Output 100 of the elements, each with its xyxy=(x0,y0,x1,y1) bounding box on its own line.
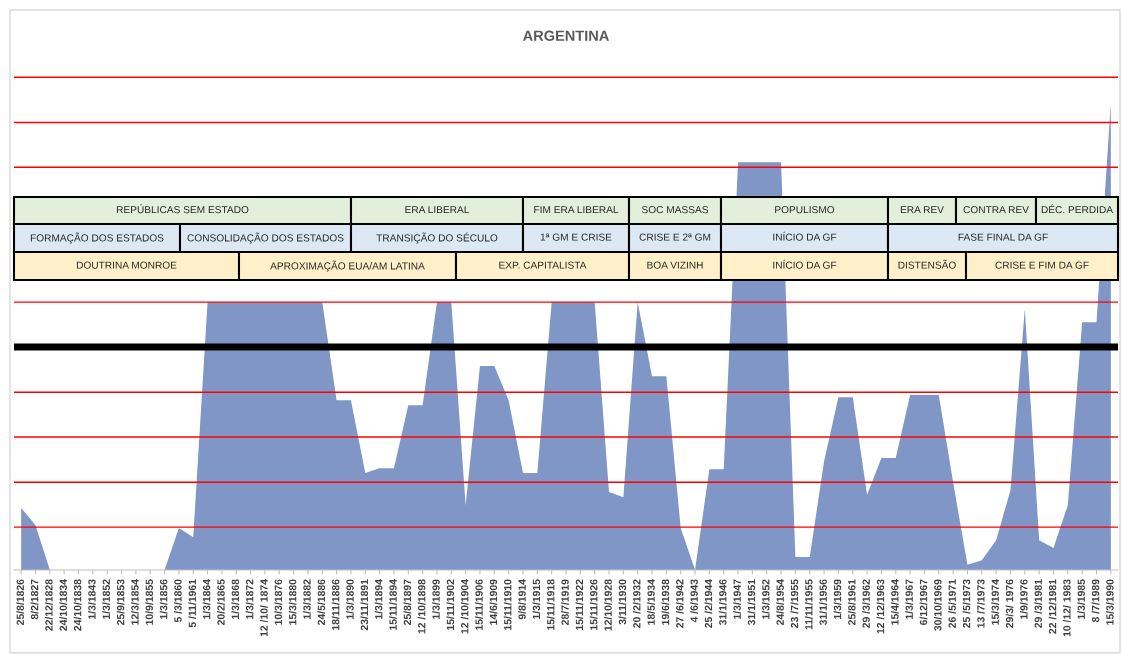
x-tick-label: 4 /6/1943 xyxy=(690,579,698,623)
x-tick-label: 15/3/1974 xyxy=(991,579,1000,625)
annotation: CRISE E FIM DA GF xyxy=(995,261,1089,269)
x-tick-label: 1/3/1872 xyxy=(245,579,254,619)
x-tick-label: 20/2/1865 xyxy=(217,579,225,625)
x-tick-label: 29/3/ 1976 xyxy=(1005,579,1014,628)
x-tick-label: 1/3/1890 xyxy=(346,579,354,619)
x-tick-label: 5 /3/1860 xyxy=(174,579,182,623)
x-tick-label: 23/11/1891 xyxy=(360,579,369,631)
x-tick-label: 23 /7/1955 xyxy=(790,579,799,628)
x-tick-label: 1/3/1899 xyxy=(432,579,440,619)
x-tick-label: 15/3/1880 xyxy=(288,579,297,625)
x-tick-label: 12 /10/1904 xyxy=(460,579,469,634)
x-tick-label: 9/8/1914 xyxy=(518,579,526,620)
x-tick-label: 24/8/1954 xyxy=(776,579,784,625)
x-tick-label: 1/3/1894 xyxy=(374,579,383,619)
x-tick-label: 18/11/1886 xyxy=(331,579,340,630)
x-tick-label: 1/3/1947 xyxy=(733,579,741,619)
x-tick-label: 11/11/1955 xyxy=(804,579,813,630)
annotation: POPULISMO xyxy=(775,206,835,214)
x-tick-label: 19/6/1938 xyxy=(661,579,670,625)
x-tick-label: 27 /6/1942 xyxy=(675,579,684,628)
x-tick-label: 28/7/1919 xyxy=(561,579,569,625)
annotation: CRISE E 2ª GM xyxy=(639,233,711,241)
annotation: ERA LIBERAL xyxy=(405,206,470,214)
x-tick-label: 1/3/1959 xyxy=(833,579,842,619)
x-tick-label: 24/5/1886 xyxy=(317,579,326,625)
x-tick-label: 15/11/1918 xyxy=(546,579,555,630)
x-tick-label: 26 /5/1971 xyxy=(948,579,957,628)
x-tick-label: 24/10/1834 xyxy=(59,579,68,631)
x-tick-label: 18/5/1934 xyxy=(647,579,655,625)
x-tick-label: 29 /3/1981 xyxy=(1034,579,1043,628)
annotation: SOC MASSAS xyxy=(641,206,709,214)
x-tick-label: 31/1/1951 xyxy=(747,579,756,626)
annotation: DOUTRINA MONROE xyxy=(76,261,177,269)
annotation: FIM ERA LIBERAL xyxy=(534,206,619,214)
x-tick-label: 1/3/1915 xyxy=(532,579,541,619)
x-tick-label: 12/3/1854 xyxy=(131,579,139,625)
x-tick-label: 25/8/1897 xyxy=(403,579,412,625)
x-tick-label: 25/9/1853 xyxy=(116,579,125,625)
annotation: INÍCIO DA GF xyxy=(773,231,837,241)
x-tick-label: 5 /11/1961 xyxy=(188,579,197,628)
x-tick-label: 10/3/1876 xyxy=(274,579,283,625)
x-tick-label: 31/1/1946 xyxy=(718,579,727,626)
x-tick-label: 25/8/1826 xyxy=(16,579,25,625)
x-tick-label: 1/9/1976 xyxy=(1019,579,1028,619)
annotation: BOA VIZINH xyxy=(647,261,703,269)
x-tick-label: 15/11/1910 xyxy=(503,579,512,630)
x-tick-label: 30/10/1969 xyxy=(933,579,942,631)
x-tick-label: 14/6/1909 xyxy=(489,579,498,625)
x-tick-label: 10 /12/ 1983 xyxy=(1062,579,1071,637)
x-tick-label: 1/3/1856 xyxy=(159,579,168,619)
x-tick-label: 15/11/1926 xyxy=(589,579,598,630)
annotation: EXP. CAPITALISTA xyxy=(499,261,587,269)
x-tick-label: 15/4/1964 xyxy=(890,579,899,625)
x-tick-label: 25/8/1961 xyxy=(847,579,856,625)
annotation: DISTENSÃO xyxy=(898,259,956,269)
x-tick-label: 22 /12/1981 xyxy=(1048,579,1057,634)
annotation: FASE FINAL DA GF xyxy=(958,233,1048,241)
chart-title: ARGENTINA xyxy=(523,30,609,41)
x-tick-label: 12 /10/ 1874 xyxy=(260,579,268,637)
x-tick-label: 20 /2/1932 xyxy=(632,579,641,628)
x-tick-label: 12 /12/1963 xyxy=(876,579,885,634)
annotation: INÍCIO DA GF xyxy=(773,259,837,269)
x-tick-label: 8 /7/1989 xyxy=(1091,579,1100,623)
x-tick-label: 1/3/1864 xyxy=(202,579,211,619)
x-tick-label: 29 /3/1962 xyxy=(862,579,870,628)
x-tick-label: 6/12/1967 xyxy=(919,579,928,625)
x-tick-label: 13 /7/1973 xyxy=(976,579,985,628)
x-tick-label: 1/3/1985 xyxy=(1077,579,1086,619)
x-tick-label: 25 /2/1944 xyxy=(704,579,713,628)
x-tick-label: 22/12/1828 xyxy=(44,579,53,631)
x-tick-label: 1/3/1882 xyxy=(303,579,311,619)
annotation: FORMAÇÃO DOS ESTADOS xyxy=(30,232,164,244)
x-tick-label: 15/11/1894 xyxy=(389,579,397,630)
annotation: REPÚBLICAS SEM ESTADO xyxy=(116,204,249,214)
x-tick-label: 31/1/1956 xyxy=(819,579,827,626)
x-tick-label: 25 /5/1973 xyxy=(962,579,971,628)
x-tick-label: 1/3/1852 xyxy=(102,579,111,619)
x-tick-label: 1/3/1952 xyxy=(761,579,770,619)
x-tick-label: 12/10/1928 xyxy=(604,579,612,631)
x-tick-label: 10/9/1855 xyxy=(145,579,154,625)
x-tick-label: 24/10/1838 xyxy=(73,579,82,631)
x-tick-label: 3/11/1930 xyxy=(618,579,627,625)
x-tick-label: 1/3/1868 xyxy=(231,579,240,619)
x-tick-label: 1/3/1843 xyxy=(88,579,96,619)
annotation: 1ª GM E CRISE xyxy=(540,233,612,241)
x-tick-label: 1/3/1967 xyxy=(905,579,914,619)
annotation: CONTRA REV xyxy=(963,206,1029,214)
annotation: TRANSIÇÃO DO SÉCULO xyxy=(376,232,498,244)
x-tick-label: 12 /10/1898 xyxy=(417,579,426,634)
x-tick-label: 15/11/1902 xyxy=(446,579,455,630)
x-tick-label: 8/2/1827 xyxy=(30,579,39,620)
annotation: ERA REV xyxy=(900,206,944,214)
x-tick-label: 15/3/1990 xyxy=(1105,579,1114,625)
x-tick-label: 15/11/1906 xyxy=(475,579,483,630)
annotation: CONSOLIDAÇÃO DOS ESTADOS xyxy=(187,232,344,244)
annotation: DÉC. PERDIDA xyxy=(1041,204,1114,214)
annotation: APROXIMAÇÃO EUA/AM LATINA xyxy=(270,260,425,272)
x-tick-label: 15/11/1922 xyxy=(575,579,584,630)
